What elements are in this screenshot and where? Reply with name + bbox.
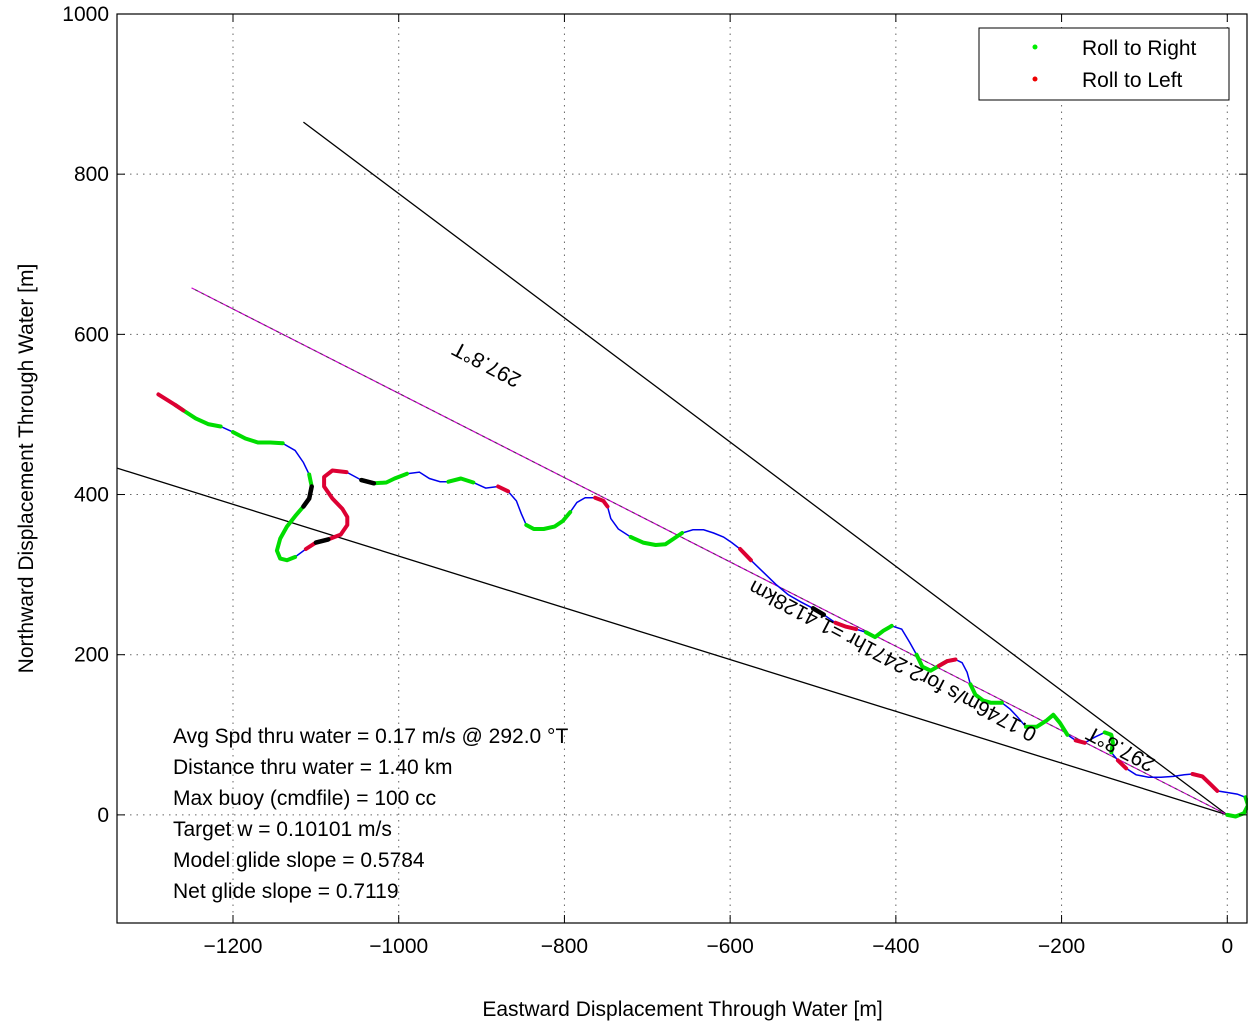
y-tick-label: 0 [97, 804, 109, 827]
roll-left-segment [593, 495, 610, 509]
x-tick-label: −1200 [204, 935, 263, 958]
roll-left-segment [936, 657, 958, 668]
roll-right-segment [1023, 712, 1070, 737]
stats-line: Net glide slope = 0.7119 [173, 880, 399, 903]
legend-marker [1032, 44, 1038, 50]
roll-right-segment [231, 430, 285, 446]
roll-left-segment [496, 484, 511, 494]
roll-left-segment [833, 620, 859, 632]
x-tick-label: −200 [1038, 935, 1085, 958]
roll-right-segment [628, 531, 685, 547]
roll-left-segment [1073, 738, 1087, 745]
roll-right-segment [864, 623, 894, 640]
roll-right-segment [968, 682, 1004, 705]
stats-text-block: Avg Spd thru water = 0.17 m/s @ 292.0 °T… [173, 725, 568, 903]
x-tick-label: −400 [872, 935, 919, 958]
x-tick-label: −800 [541, 935, 588, 958]
stats-line: Target w = 0.10101 m/s [173, 818, 392, 841]
reference-line [303, 121, 1228, 816]
y-tick-label: 200 [74, 644, 109, 667]
legend-label: Roll to Right [1082, 37, 1197, 60]
roll-left-segment [1115, 758, 1129, 771]
roll-right-segment [446, 476, 476, 485]
roll-right-segment [1102, 730, 1115, 755]
y-tick-label: 400 [74, 484, 109, 507]
bearing-line-dash [191, 287, 1228, 816]
y-axis-label: Northward Displacement Through Water [m] [15, 264, 38, 674]
axis-ticks: −1200 −1000 −800 −600 −400 −200 0 0 200 400 600 800… [62, 3, 1247, 958]
roll-left-segment [738, 547, 753, 563]
legend: Roll to Right Roll to Left [978, 27, 1230, 101]
legend-label: Roll to Left [1082, 69, 1183, 92]
stats-line: Avg Spd thru water = 0.17 m/s @ 292.0 °T [173, 725, 568, 748]
legend-marker [1032, 76, 1038, 82]
axes-frame [116, 13, 1248, 924]
pause-segment [313, 537, 331, 545]
reference-line [117, 467, 1228, 816]
legend-box [978, 27, 1230, 101]
stats-line: Model glide slope = 0.5784 [173, 849, 425, 872]
y-tick-label: 600 [74, 323, 109, 346]
roll-left-segment [156, 392, 186, 413]
pause-segment [359, 477, 377, 486]
y-tick-label: 800 [74, 163, 109, 186]
pause-segment [810, 606, 827, 617]
x-tick-label: 0 [1221, 935, 1233, 958]
stats-line: Max buoy (cmdfile) = 100 cc [173, 787, 436, 810]
pause-segment [301, 484, 314, 509]
x-axis-label: Eastward Displacement Through Water [m] [482, 998, 882, 1021]
x-tick-label: −600 [706, 935, 753, 958]
stats-line: Distance thru water = 1.40 km [173, 756, 453, 779]
roll-left-segment [1190, 772, 1220, 793]
roll-right-segment [524, 510, 573, 531]
x-tick-label: −1000 [369, 935, 428, 958]
y-tick-label: 1000 [62, 3, 109, 26]
